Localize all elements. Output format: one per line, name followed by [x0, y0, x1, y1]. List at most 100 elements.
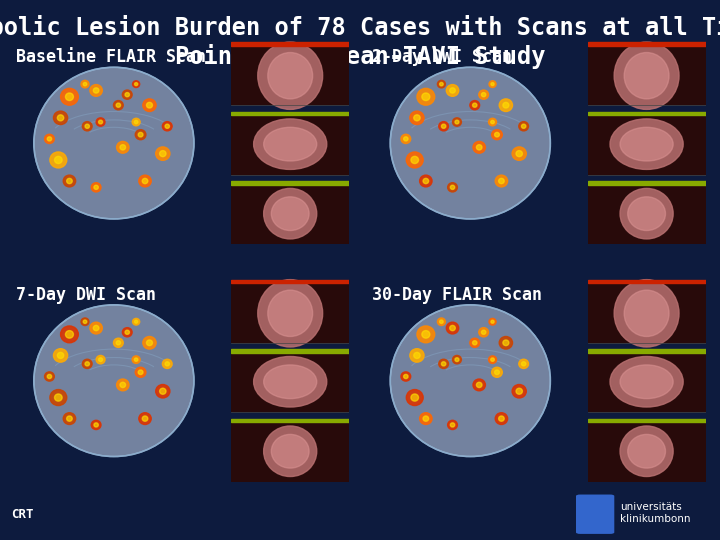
Circle shape [420, 413, 432, 424]
Bar [231, 111, 349, 174]
Circle shape [491, 320, 494, 323]
Circle shape [82, 359, 92, 368]
Circle shape [63, 413, 76, 424]
Circle shape [503, 103, 509, 108]
Ellipse shape [258, 42, 323, 110]
Bar [588, 418, 706, 422]
Circle shape [411, 157, 418, 164]
Circle shape [50, 152, 67, 168]
Circle shape [135, 367, 146, 377]
Circle shape [53, 111, 68, 125]
Bar [231, 181, 349, 244]
Circle shape [472, 103, 477, 107]
Circle shape [114, 100, 123, 110]
Circle shape [160, 151, 166, 157]
Ellipse shape [620, 426, 673, 476]
Circle shape [143, 178, 148, 184]
Circle shape [34, 305, 194, 456]
Bar [231, 349, 349, 413]
Ellipse shape [258, 280, 323, 347]
Circle shape [519, 122, 528, 131]
Bar [231, 42, 349, 105]
Bar [231, 280, 349, 284]
Ellipse shape [253, 119, 327, 170]
Circle shape [116, 341, 120, 345]
Circle shape [516, 151, 523, 157]
Circle shape [495, 413, 508, 424]
Circle shape [495, 132, 500, 137]
Circle shape [499, 99, 513, 111]
Circle shape [45, 134, 54, 144]
Ellipse shape [620, 127, 673, 161]
Circle shape [117, 379, 129, 391]
Circle shape [132, 319, 140, 325]
Circle shape [90, 322, 102, 334]
Circle shape [91, 183, 101, 192]
Circle shape [499, 416, 504, 421]
Circle shape [135, 83, 138, 86]
Ellipse shape [268, 52, 312, 99]
Circle shape [423, 416, 428, 421]
Circle shape [450, 185, 455, 190]
Circle shape [512, 384, 526, 398]
Circle shape [521, 362, 526, 366]
Circle shape [139, 175, 151, 187]
Circle shape [390, 305, 550, 456]
Circle shape [125, 330, 130, 334]
Circle shape [60, 326, 78, 343]
Circle shape [138, 370, 143, 375]
Circle shape [138, 132, 143, 137]
Circle shape [489, 81, 496, 87]
Bar [588, 111, 706, 174]
Circle shape [492, 130, 503, 140]
Circle shape [489, 118, 497, 126]
Circle shape [120, 145, 125, 150]
Circle shape [499, 336, 513, 349]
Circle shape [404, 137, 408, 141]
Circle shape [489, 356, 497, 363]
Circle shape [143, 336, 156, 349]
Circle shape [512, 147, 526, 160]
Circle shape [495, 370, 500, 375]
Circle shape [423, 178, 428, 184]
Circle shape [410, 111, 424, 125]
Circle shape [94, 185, 99, 190]
Circle shape [60, 89, 78, 105]
Circle shape [84, 320, 87, 323]
Circle shape [116, 103, 120, 107]
Circle shape [132, 81, 140, 87]
Circle shape [440, 320, 444, 323]
Bar [588, 42, 706, 105]
Circle shape [120, 382, 125, 388]
Circle shape [422, 93, 430, 100]
Circle shape [470, 100, 480, 110]
Bar [231, 42, 349, 46]
Circle shape [132, 356, 140, 363]
Circle shape [417, 89, 435, 105]
Ellipse shape [271, 434, 309, 468]
Circle shape [139, 413, 151, 424]
Circle shape [94, 88, 99, 93]
Circle shape [132, 118, 140, 126]
Ellipse shape [610, 119, 683, 170]
Circle shape [452, 118, 462, 126]
Circle shape [422, 330, 430, 338]
Circle shape [58, 115, 64, 121]
Circle shape [470, 338, 480, 347]
Circle shape [499, 178, 504, 184]
Circle shape [48, 137, 52, 141]
Circle shape [479, 90, 489, 99]
Circle shape [404, 374, 408, 379]
Circle shape [491, 358, 495, 361]
Circle shape [125, 92, 130, 97]
Bar [231, 349, 349, 353]
Circle shape [48, 374, 52, 379]
Circle shape [163, 359, 172, 368]
Ellipse shape [264, 365, 317, 399]
Bar [588, 280, 706, 284]
Circle shape [455, 120, 459, 124]
Circle shape [446, 322, 459, 334]
Text: Baseline FLAIR Scan: Baseline FLAIR Scan [16, 48, 206, 66]
Circle shape [489, 319, 496, 325]
Ellipse shape [268, 290, 312, 336]
